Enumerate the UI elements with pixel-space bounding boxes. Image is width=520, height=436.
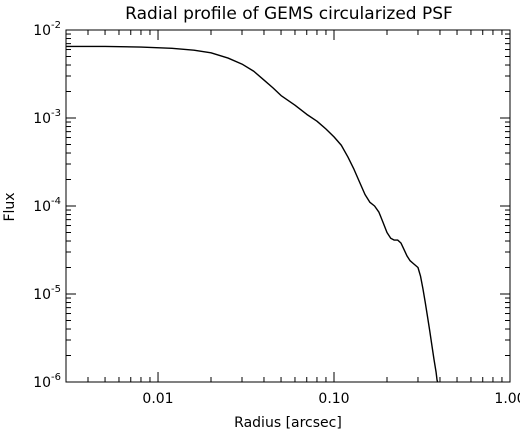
y-tick-label: 10-4 xyxy=(33,196,61,215)
y-axis-label: Flux xyxy=(2,192,18,221)
x-tick-label: 1.00 xyxy=(494,391,520,407)
y-tick-label: 10-3 xyxy=(33,108,61,127)
y-tick-label-base: 10 xyxy=(33,287,51,303)
plot-frame xyxy=(65,29,511,383)
y-tick-label-exponent: -2 xyxy=(51,20,61,31)
y-tick-label-exponent: -6 xyxy=(51,372,61,383)
y-tick-label: 10-2 xyxy=(33,20,61,39)
x-tick-label: 0.10 xyxy=(318,391,349,407)
y-tick-label-base: 10 xyxy=(33,375,51,391)
y-tick-label-exponent: -3 xyxy=(51,108,61,119)
chart-title: Radial profile of GEMS circularized PSF xyxy=(125,4,453,24)
y-tick-label-exponent: -5 xyxy=(51,284,61,295)
series-group xyxy=(66,45,439,383)
series-line-radial-profile xyxy=(66,45,439,383)
y-tick-label: 10-5 xyxy=(33,284,61,303)
y-tick-label-base: 10 xyxy=(33,199,51,215)
x-axis-label: Radius [arcsec] xyxy=(234,415,342,431)
y-tick-label-base: 10 xyxy=(33,111,51,127)
axes: 0.010.101.0010-210-310-410-510-6 xyxy=(33,20,520,407)
y-tick-label: 10-6 xyxy=(33,372,61,391)
x-tick-label: 0.01 xyxy=(142,391,173,407)
y-tick-label-base: 10 xyxy=(33,23,51,39)
y-tick-label-exponent: -4 xyxy=(51,196,61,207)
